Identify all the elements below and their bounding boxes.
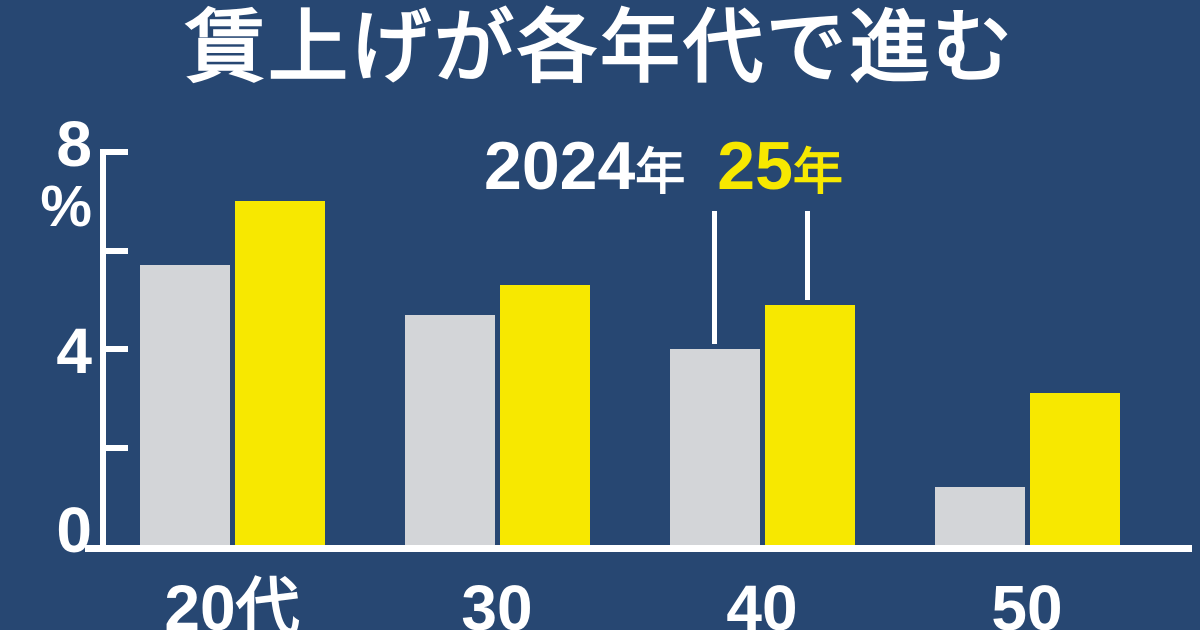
chart-title: 賃上げが各年代で進む: [185, 3, 1015, 92]
bar-25年-50: [1029, 393, 1120, 552]
legend-pointer-line-2025: [805, 211, 810, 300]
legend-2024-suffix: 年: [635, 144, 686, 200]
bar-2024年-50: [934, 487, 1025, 552]
y-axis-tick-8: [104, 149, 128, 155]
y-axis-tick-6: [104, 248, 128, 254]
y-axis-label-8: 8: [56, 108, 92, 180]
legend-2025-suffix: 年: [792, 144, 843, 200]
bar-25年-30: [499, 285, 590, 552]
y-axis-tick-2: [104, 445, 128, 451]
x-axis-label-30s: 30: [461, 572, 533, 630]
bar-2024年-20代: [139, 265, 230, 552]
y-axis-unit-percent: %: [40, 174, 92, 239]
y-axis-label-4: 4: [56, 315, 92, 387]
y-axis-tick-4: [104, 346, 128, 352]
bar-2024年-40: [669, 349, 760, 552]
x-axis-label-40s: 40: [726, 572, 798, 630]
legend-2024-number: 2024: [484, 128, 636, 204]
y-axis-line: [100, 149, 106, 552]
legend-2025-number: 25: [717, 128, 793, 204]
x-axis-line: [85, 545, 1192, 552]
x-axis-label-20s: 20代: [164, 572, 300, 630]
bar-25年-40: [764, 305, 855, 552]
y-axis-label-0: 0: [56, 494, 92, 566]
bar-25年-20代: [234, 201, 325, 552]
bar-2024年-30: [404, 315, 495, 552]
x-axis-label-50s: 50: [991, 572, 1063, 630]
legend-pointer-line-2024: [712, 211, 717, 344]
legend: 2024 年 25 年: [484, 132, 843, 200]
